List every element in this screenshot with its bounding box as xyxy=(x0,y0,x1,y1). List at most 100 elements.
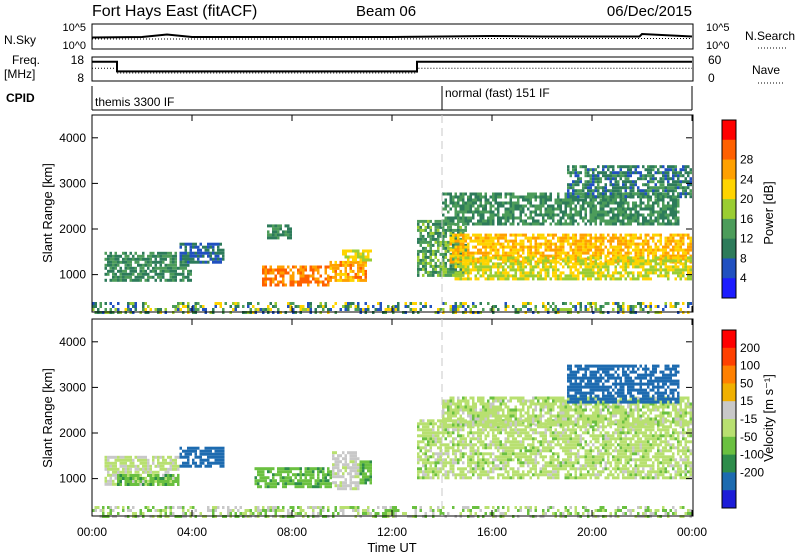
heatmap-cell xyxy=(150,465,153,468)
heatmap-cell xyxy=(572,214,575,217)
heatmap-cell xyxy=(360,460,363,463)
heatmap-cell xyxy=(550,255,553,258)
heatmap-cell xyxy=(357,305,360,308)
heatmap-cell xyxy=(662,211,665,214)
heatmap-cell xyxy=(637,220,640,223)
heatmap-cell xyxy=(490,217,493,220)
heatmap-cell xyxy=(157,255,160,258)
heatmap-cell xyxy=(320,305,323,308)
heatmap-cell xyxy=(630,186,633,189)
heatmap-cell xyxy=(650,217,653,220)
heatmap-cell xyxy=(475,208,478,211)
heatmap-cell xyxy=(417,422,420,425)
heatmap-cell xyxy=(445,208,448,211)
heatmap-cell xyxy=(487,302,490,305)
heatmap-cell xyxy=(655,220,658,223)
heatmap-cell xyxy=(112,264,115,267)
heatmap-cell xyxy=(487,265,490,268)
heatmap-cell xyxy=(437,461,440,464)
heatmap-cell xyxy=(537,274,540,277)
heatmap-cell xyxy=(680,237,683,240)
heatmap-cell xyxy=(497,252,500,255)
heatmap-cell xyxy=(112,480,115,483)
heatmap-cell xyxy=(447,229,450,232)
heatmap-cell xyxy=(690,177,693,180)
heatmap-cell xyxy=(140,456,143,459)
heatmap-cell xyxy=(470,452,473,455)
heatmap-cell xyxy=(135,261,138,264)
heatmap-cell xyxy=(680,186,683,189)
heatmap-cell xyxy=(420,449,423,452)
heatmap-cell xyxy=(570,202,573,205)
heatmap-cell xyxy=(557,261,560,264)
heatmap-cell xyxy=(477,265,480,268)
heatmap-cell xyxy=(267,233,270,236)
heatmap-cell xyxy=(520,243,523,246)
heatmap-cell xyxy=(672,183,675,186)
heatmap-cell xyxy=(630,189,633,192)
heatmap-cell xyxy=(367,478,370,481)
heatmap-cell xyxy=(350,460,353,463)
heatmap-cell xyxy=(162,483,165,486)
heatmap-cell xyxy=(585,202,588,205)
heatmap-cell xyxy=(547,211,550,214)
heatmap-cell xyxy=(610,246,613,249)
heatmap-cell xyxy=(275,305,278,308)
heatmap-cell xyxy=(435,271,438,274)
heatmap-cell xyxy=(472,431,475,434)
heatmap-cell xyxy=(457,199,460,202)
heatmap-cell xyxy=(137,480,140,483)
heatmap-cell xyxy=(560,308,563,311)
heatmap-cell xyxy=(537,265,540,268)
heatmap-cell xyxy=(477,196,480,199)
heatmap-cell xyxy=(600,199,603,202)
heatmap-cell xyxy=(310,308,313,311)
heatmap-cell xyxy=(217,252,220,255)
heatmap-cell xyxy=(652,256,655,259)
heatmap-cell xyxy=(610,208,613,211)
heatmap-cell xyxy=(432,232,435,235)
heatmap-cell xyxy=(137,474,140,477)
heatmap-cell xyxy=(675,305,678,308)
heatmap-cell xyxy=(682,186,685,189)
heatmap-cell xyxy=(485,256,488,259)
heatmap-cell xyxy=(207,246,210,249)
heatmap-cell xyxy=(665,171,668,174)
heatmap-cell xyxy=(465,240,468,243)
heatmap-cell xyxy=(555,199,558,202)
heatmap-cell xyxy=(362,264,365,267)
heatmap-cell xyxy=(465,211,468,214)
heatmap-cell xyxy=(620,223,623,226)
heatmap-cell xyxy=(117,279,120,282)
heatmap-cell xyxy=(637,177,640,180)
heatmap-cell xyxy=(300,470,303,473)
heatmap-cell xyxy=(317,485,320,488)
heatmap-cell xyxy=(435,220,438,223)
heatmap-cell xyxy=(285,233,288,236)
heatmap-cell xyxy=(615,202,618,205)
heatmap-cell xyxy=(130,276,133,279)
heatmap-cell xyxy=(667,237,670,240)
heatmap-cell xyxy=(495,246,498,249)
heatmap-cell xyxy=(172,477,175,480)
heatmap-cell xyxy=(570,171,573,174)
heatmap-cell xyxy=(475,274,478,277)
heatmap-cell xyxy=(220,249,223,252)
heatmap-cell xyxy=(290,467,293,470)
heatmap-cell xyxy=(270,281,273,284)
heatmap-cell xyxy=(132,474,135,477)
heatmap-cell xyxy=(145,477,148,480)
heatmap-cell xyxy=(317,305,320,308)
heatmap-cell xyxy=(530,268,533,271)
heatmap-cell xyxy=(122,456,125,459)
cpid-segment-themis: themis 3300 IF xyxy=(95,95,174,109)
heatmap-cell xyxy=(457,229,460,232)
heatmap-cell xyxy=(197,261,200,264)
heatmap-cell xyxy=(465,437,468,440)
heatmap-cell xyxy=(200,462,203,465)
heatmap-cell xyxy=(622,195,625,198)
heatmap-cell xyxy=(667,274,670,277)
heatmap-cell xyxy=(312,485,315,488)
heatmap-cell xyxy=(425,476,428,479)
heatmap-cell xyxy=(357,267,360,270)
